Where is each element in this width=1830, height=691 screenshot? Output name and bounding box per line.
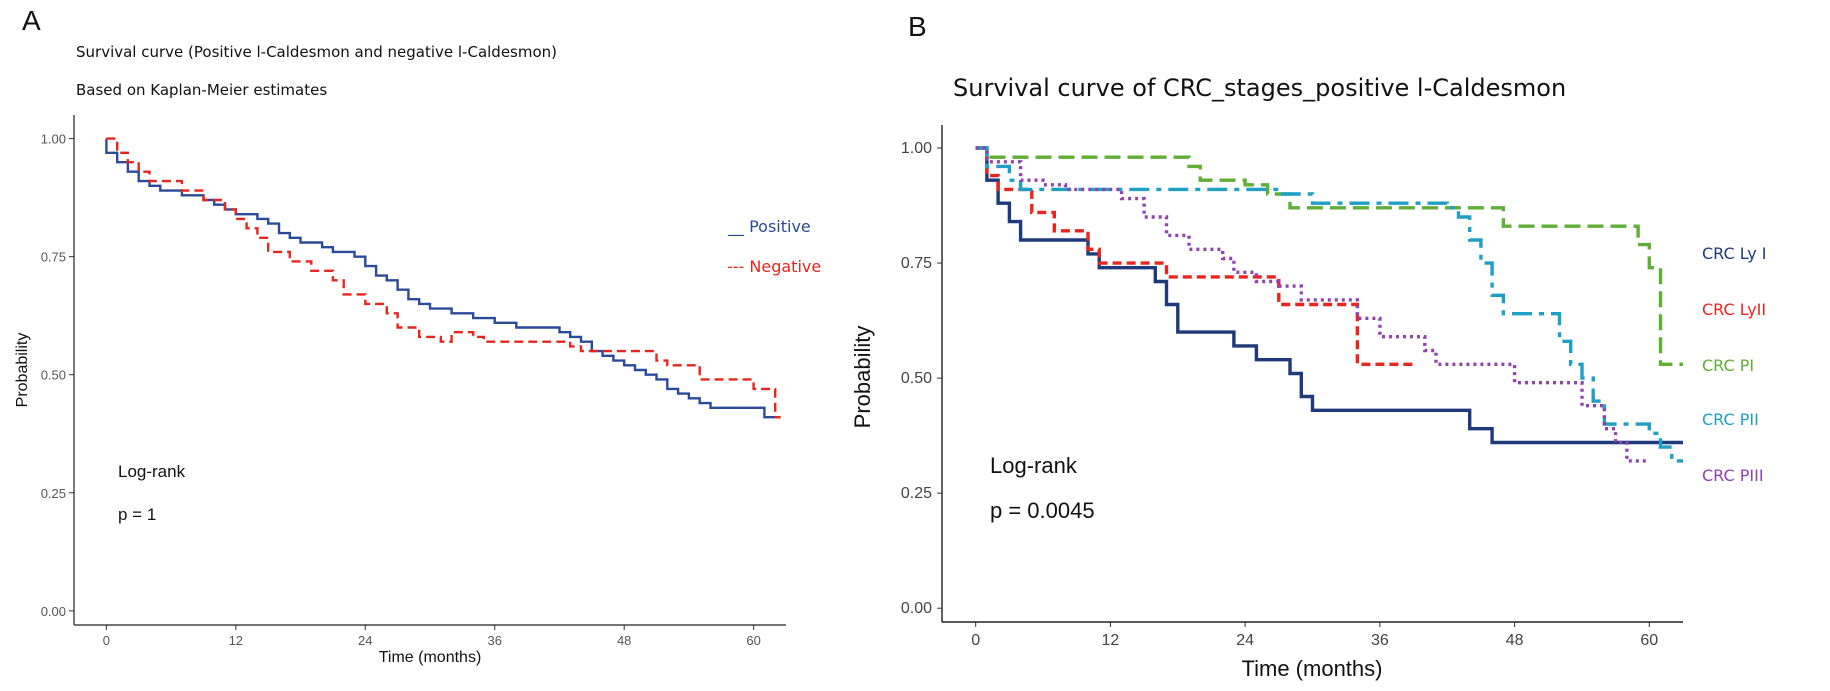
- panel-a-x-tick-label: 36: [487, 633, 501, 648]
- panel-b-legend-crc-lyii: CRC LyII: [1702, 300, 1766, 319]
- panel-b-pvalue: p = 0.0045: [990, 498, 1095, 523]
- panel-a-x-tick-label: 60: [746, 633, 760, 648]
- panel-a-x-tick-label: 0: [103, 633, 110, 648]
- panel-b-legend: CRC Ly I CRC LyII CRC PI CRC PII CRC PIII: [1702, 244, 1766, 485]
- panel-b-x-tick-label: 60: [1640, 632, 1658, 649]
- panel-a-letter: A: [22, 5, 41, 36]
- panel-a-y-tick-label: 0.00: [41, 604, 66, 619]
- panel-b: B Survival curve of CRC_stages_positive …: [850, 11, 1766, 681]
- panel-b-ticks: 0 12 24 36 48 60 0.00 0.25 0.50 0.75 1.00: [901, 140, 1658, 649]
- panel-a-x-tick-label: 48: [617, 633, 631, 648]
- panel-b-legend-crc-piii: CRC PIII: [1702, 466, 1764, 485]
- panel-b-curve-crc-lyii: [975, 146, 1414, 366]
- panel-b-legend-crc-pi: CRC PI: [1702, 356, 1754, 375]
- panel-b-curves: [975, 146, 1683, 463]
- panel-b-x-tick-label: 48: [1506, 632, 1524, 649]
- panel-a-legend-positive: __ Positive: [727, 217, 811, 237]
- panel-b-letter: B: [908, 11, 927, 42]
- panel-a-logrank-label: Log-rank: [118, 462, 186, 481]
- panel-a-y-tick-label: 1.00: [41, 132, 66, 147]
- panel-a-y-tick-label: 0.25: [41, 486, 66, 501]
- panel-b-y-tick-label: 0.50: [901, 370, 932, 387]
- panel-a-x-tick-label: 12: [229, 633, 243, 648]
- panel-b-y-tick-label: 0.75: [901, 255, 932, 272]
- panel-b-curve-crc-pii: [975, 146, 1683, 463]
- panel-a-curve-negative: [106, 137, 781, 419]
- panel-b-x-tick-label: 0: [971, 632, 980, 649]
- panel-a-legend-negative: --- Negative: [727, 257, 821, 276]
- panel-a-x-tick-label: 24: [358, 633, 372, 648]
- panel-a-ticks: 0 12 24 36 48 60 0.00 0.25 0.50 0.75 1.00: [41, 132, 761, 648]
- panel-b-y-tick-label: 0.00: [901, 600, 932, 617]
- panel-b-y-tick-label: 1.00: [901, 140, 932, 157]
- panel-a: A Survival curve (Positive l-Caldesmon a…: [14, 5, 821, 666]
- panel-a-title: Survival curve (Positive l-Caldesmon and…: [76, 43, 557, 61]
- panel-a-y-tick-label: 0.50: [41, 368, 66, 383]
- panel-a-x-label: Time (months): [379, 649, 482, 666]
- panel-b-logrank-label: Log-rank: [990, 453, 1078, 478]
- panel-b-curve-crc-pi: [975, 146, 1683, 366]
- panel-b-x-label: Time (months): [1242, 656, 1383, 681]
- panel-b-curve-crc-ly-i: [975, 146, 1683, 445]
- panel-b-axes: [941, 125, 1683, 623]
- panel-a-curve-positive: [105, 138, 781, 419]
- panel-b-title: Survival curve of CRC_stages_positive l-…: [953, 74, 1566, 102]
- panel-b-x-tick-label: 12: [1102, 632, 1120, 649]
- panel-b-legend-crc-ly-i: CRC Ly I: [1702, 244, 1766, 263]
- panel-a-subtitle: Based on Kaplan-Meier estimates: [76, 81, 327, 99]
- panel-a-y-tick-label: 0.75: [41, 250, 66, 265]
- panel-b-y-tick-label: 0.25: [901, 485, 932, 502]
- panel-b-y-label: Probability: [850, 326, 875, 429]
- panel-a-y-label: Probability: [14, 333, 31, 408]
- panel-b-x-tick-label: 36: [1371, 632, 1389, 649]
- panel-a-curves: [105, 137, 781, 419]
- panel-b-legend-crc-pii: CRC PII: [1702, 410, 1759, 429]
- panel-a-axes: [73, 115, 786, 626]
- panel-a-pvalue: p = 1: [118, 505, 156, 524]
- panel-b-curve-crc-piii: [975, 146, 1650, 463]
- panel-b-x-tick-label: 24: [1236, 632, 1254, 649]
